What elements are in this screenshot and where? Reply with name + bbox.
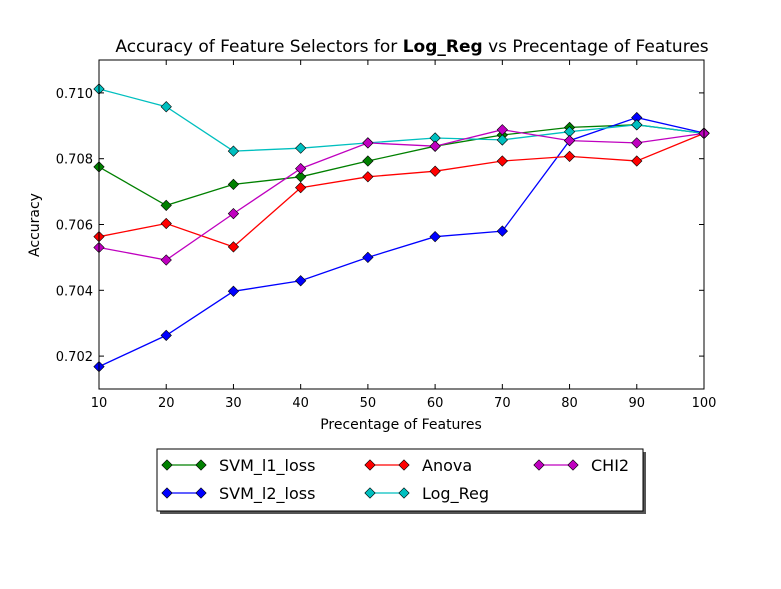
legend-marker (195, 487, 207, 499)
legend-marker (533, 459, 545, 471)
data-point-anova (563, 150, 576, 163)
data-point-log-reg (631, 119, 643, 131)
plot-frame (98, 59, 705, 390)
data-point-svm-l2-loss (295, 275, 307, 287)
x-tick-label: 70 (494, 396, 511, 411)
data-point-svm-l2-loss (429, 231, 441, 243)
data-point-anova (429, 165, 441, 177)
legend-item-anova: Anova (364, 456, 472, 475)
x-tick-label: 10 (91, 396, 108, 411)
legend-label: Anova (422, 456, 472, 475)
data-point-chi2 (160, 254, 172, 266)
data-point-svm-l1-loss (227, 178, 240, 190)
legend-label: SVM_l1_loss (219, 456, 315, 476)
data-point-log-reg (160, 101, 172, 113)
data-point-svm-l2-loss (160, 329, 172, 341)
data-point-anova (362, 171, 374, 183)
x-tick-label: 20 (158, 396, 175, 411)
legend: SVM_l1_loss SVM_l2_loss Anova Log_Reg CHI2 (156, 448, 646, 514)
x-tick-label: 90 (629, 396, 646, 411)
legend-item-chi2: CHI2 (533, 456, 629, 475)
x-tick-label: 100 (692, 396, 717, 411)
data-point-anova (160, 217, 172, 230)
data-point-anova (496, 155, 508, 167)
x-tick-label: 80 (561, 396, 578, 411)
series-line-anova (98, 132, 705, 248)
legend-marker (398, 459, 410, 471)
x-tick-label: 60 (427, 396, 444, 411)
y-tick-label: 0.710 (56, 87, 93, 102)
title-model: Log_Reg (403, 37, 483, 57)
data-point-chi2 (362, 137, 374, 149)
title-prefix: Accuracy of Feature Selectors for (115, 37, 397, 57)
legend-box (156, 448, 644, 512)
legend-marker (161, 459, 173, 471)
x-tick-label: 30 (225, 396, 242, 411)
data-point-log-reg (496, 134, 508, 146)
data-point-anova (227, 241, 240, 253)
legend-item-svm-l1-loss: SVM_l1_loss (161, 456, 315, 476)
y-tick-label: 0.708 (56, 153, 93, 168)
legend-marker (364, 459, 376, 471)
data-point-svm-l1-loss (160, 199, 172, 212)
legend-item-log-reg: Log_Reg (364, 484, 489, 504)
legend-marker (567, 459, 579, 471)
series-line-log-reg (98, 88, 705, 152)
legend-marker (398, 487, 410, 499)
y-tick-label: 0.704 (56, 284, 93, 299)
y-axis-label: Accuracy (27, 193, 43, 257)
x-axis-label: Precentage of Features (320, 417, 482, 433)
data-point-svm-l2-loss (362, 251, 374, 264)
legend-item-svm-l2-loss: SVM_l2_loss (161, 484, 315, 504)
title-suffix: vs Precentage of Features (488, 37, 709, 57)
data-point-svm-l1-loss (295, 171, 307, 183)
data-point-chi2 (295, 162, 307, 175)
data-point-log-reg (295, 142, 307, 154)
y-tick-label: 0.706 (56, 219, 93, 234)
legend-label: SVM_l2_loss (219, 484, 315, 504)
series-line-svm-l1-loss (98, 124, 705, 207)
x-tick-label: 40 (292, 396, 309, 411)
legend-marker (161, 487, 173, 499)
plot-area: 10 20 30 40 50 60 70 80 90 100 0.702 0.704 0.706 0.70… (56, 59, 717, 411)
data-point-anova (295, 182, 307, 194)
series-line-chi2 (98, 129, 705, 261)
series-line-svm-l2-loss (98, 116, 705, 368)
data-point-chi2 (563, 134, 576, 147)
legend-label: Log_Reg (422, 484, 489, 504)
data-point-svm-l2-loss (496, 225, 508, 237)
data-point-chi2 (631, 137, 643, 149)
data-point-chi2 (429, 140, 441, 152)
data-point-chi2 (227, 208, 240, 220)
legend-label: CHI2 (591, 456, 629, 475)
legend-marker (195, 459, 207, 471)
data-point-svm-l1-loss (362, 155, 374, 167)
data-point-chi2 (496, 124, 508, 136)
data-point-svm-l2-loss (227, 285, 240, 297)
data-point-log-reg (227, 145, 240, 157)
legend-marker (364, 487, 376, 499)
y-tick-label: 0.702 (56, 350, 93, 365)
x-tick-label: 50 (360, 396, 377, 411)
data-point-anova (631, 155, 643, 167)
chart-title: Accuracy of Feature Selectors for Log_Re… (115, 37, 708, 57)
